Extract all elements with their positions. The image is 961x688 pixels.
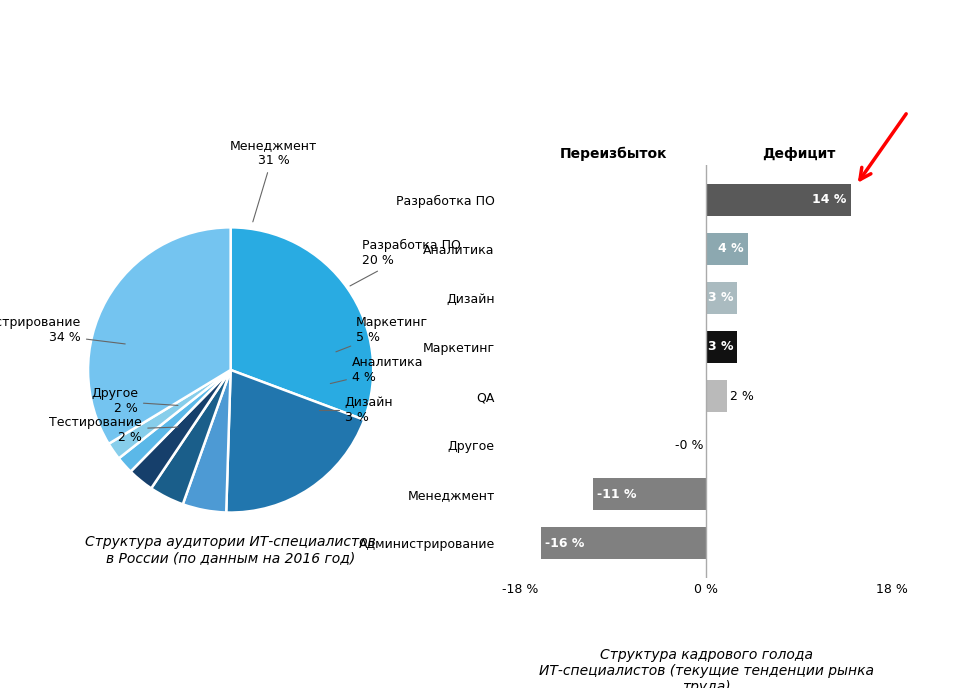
Text: Переизбыток: Переизбыток (559, 147, 667, 160)
Text: 4 %: 4 % (718, 242, 744, 255)
Text: Аналитика
4 %: Аналитика 4 % (331, 356, 424, 384)
Text: Структура кадрового голода
ИТ-специалистов (текущие тенденции рынка
труда): Структура кадрового голода ИТ-специалист… (539, 648, 874, 688)
Bar (706, 184, 851, 216)
Wedge shape (131, 370, 231, 488)
Text: -11 %: -11 % (597, 488, 636, 501)
Text: Разработка ПО
20 %: Разработка ПО 20 % (350, 239, 460, 286)
Text: -0 %: -0 % (675, 439, 703, 451)
Text: Другое
2 %: Другое 2 % (91, 387, 178, 416)
Bar (706, 233, 748, 265)
Text: 3 %: 3 % (707, 292, 733, 304)
Wedge shape (119, 370, 231, 471)
Text: 2 %: 2 % (730, 389, 754, 402)
Text: Администрирование
34 %: Администрирование 34 % (0, 316, 125, 344)
Text: Менеджмент
31 %: Менеджмент 31 % (230, 139, 317, 222)
Text: Тестирование
2 %: Тестирование 2 % (49, 416, 178, 444)
Text: Структура аудитории ИТ-специалистов
в России (по данным на 2016 год): Структура аудитории ИТ-специалистов в Ро… (86, 535, 376, 566)
Text: Маркетинг
5 %: Маркетинг 5 % (336, 316, 429, 352)
Text: 3 %: 3 % (707, 341, 733, 354)
Bar (706, 380, 727, 412)
Wedge shape (226, 370, 364, 513)
Wedge shape (151, 370, 231, 504)
Text: 14 %: 14 % (812, 193, 847, 206)
Text: Дизайн
3 %: Дизайн 3 % (319, 396, 393, 424)
Text: -16 %: -16 % (545, 537, 584, 550)
Bar (706, 282, 737, 314)
Wedge shape (183, 370, 231, 513)
Wedge shape (109, 370, 231, 458)
Wedge shape (88, 227, 231, 444)
Text: Дефицит: Дефицит (763, 147, 836, 160)
Wedge shape (231, 227, 373, 420)
Bar (541, 527, 706, 559)
Bar (593, 478, 706, 510)
Bar (706, 331, 737, 363)
